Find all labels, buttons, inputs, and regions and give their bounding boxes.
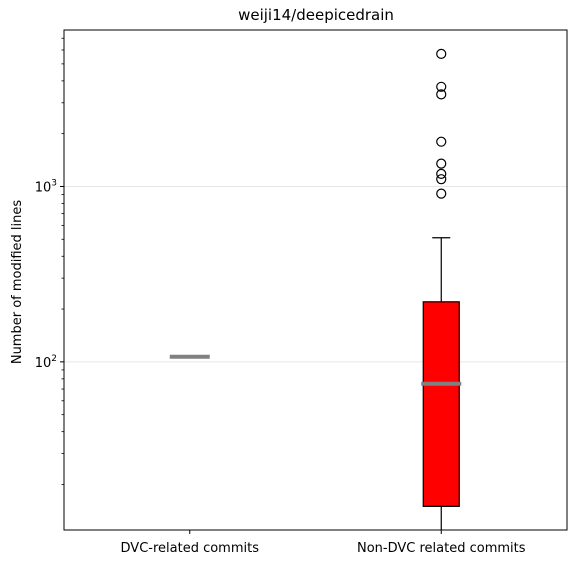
outlier-point (436, 168, 447, 179)
y-axis-title: Number of modified lines (10, 200, 25, 365)
outlier-point (436, 158, 447, 169)
axis-layer: 102 103 DVC-related commits Non-DVC related… (35, 37, 526, 556)
grid-layer (64, 185, 567, 363)
x-tick-label: Non-DVC related commits (357, 541, 526, 556)
outlier-point (436, 48, 447, 59)
plot-frame (63, 29, 568, 531)
outlier-point (436, 89, 447, 100)
outlier-point (436, 174, 447, 185)
box-iqr (422, 301, 460, 507)
outlier-point (436, 136, 447, 147)
y-tick-label: 102 (35, 354, 57, 371)
box-group (421, 48, 462, 530)
chart-title: weiji14/deepicedrain (238, 6, 394, 24)
x-tick-label: DVC-related commits (121, 541, 260, 556)
box-layer (169, 48, 462, 530)
y-tick-label: 103 (35, 178, 57, 195)
outlier-point (436, 81, 447, 92)
box-group (169, 354, 210, 359)
outlier-point (436, 188, 447, 199)
